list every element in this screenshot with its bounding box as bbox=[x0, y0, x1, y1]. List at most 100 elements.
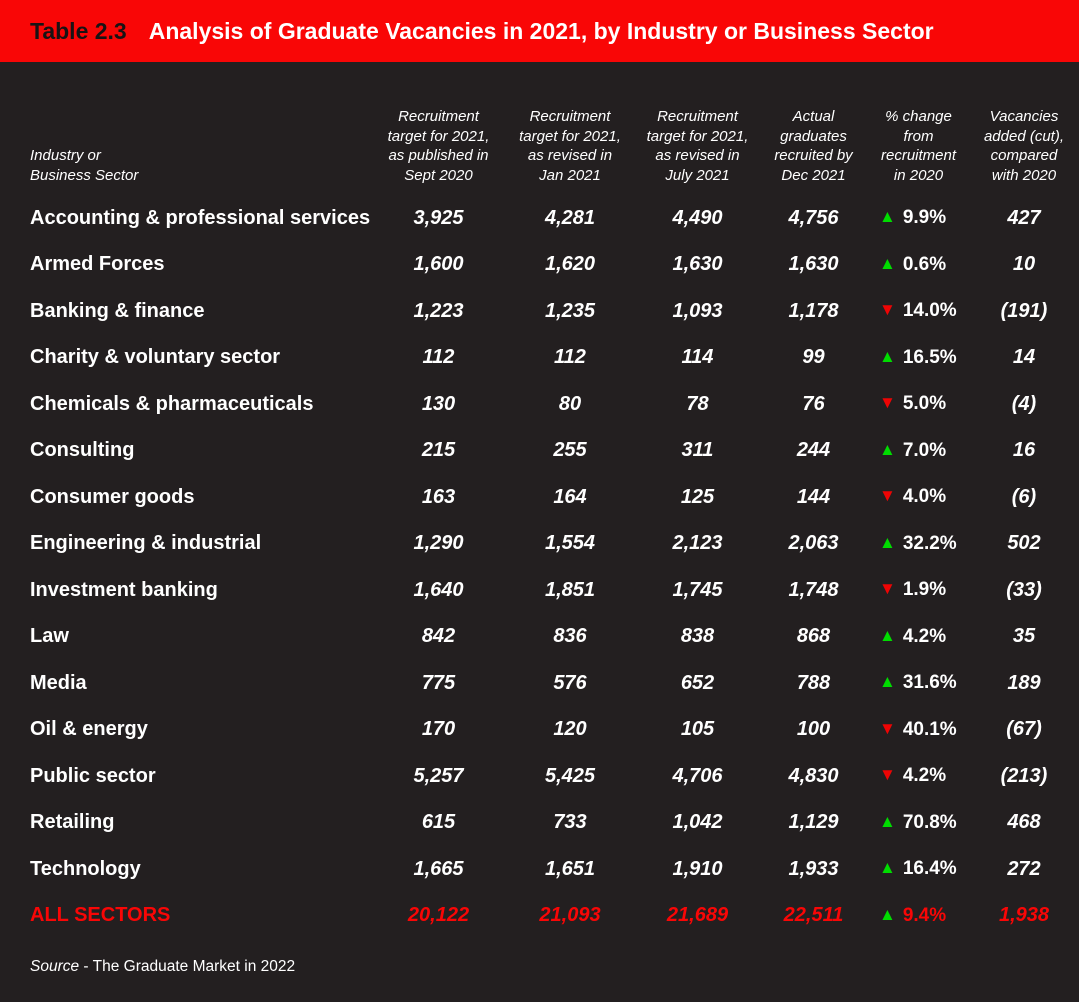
value-cell: 105 bbox=[680, 718, 715, 741]
value-cell: 20,122 bbox=[407, 904, 470, 927]
vacancies-cell: 10 bbox=[1012, 253, 1036, 276]
vacancies-cell: (213) bbox=[1000, 764, 1048, 787]
value-cell: 170 bbox=[421, 718, 456, 741]
value-cell: 775 bbox=[421, 671, 456, 694]
table-row: Technology 1,665 1,651 1,910 1,933 ▲ 16.4% 272 bbox=[0, 846, 1079, 893]
total-row: ALL SECTORS 20,122 21,093 21,689 22,511 ▲ 9.4%… bbox=[0, 893, 1079, 940]
value-cell: 4,281 bbox=[544, 206, 596, 229]
pct-change-value: 5.0% bbox=[902, 393, 947, 415]
down-arrow-icon: ▼ bbox=[879, 486, 896, 506]
pct-change-cell: ▲ 9.4% bbox=[868, 893, 969, 940]
sector-cell: Engineering & industrial bbox=[30, 532, 262, 555]
up-arrow-icon: ▲ bbox=[879, 811, 896, 831]
pct-change-cell: ▼ 4.0% bbox=[868, 474, 969, 521]
value-cell: 163 bbox=[421, 485, 456, 508]
vacancies-cell: 35 bbox=[1012, 625, 1036, 648]
vacancies-cell: 272 bbox=[1007, 857, 1041, 880]
vacancies-cell: (191) bbox=[1000, 299, 1048, 322]
sector-cell: Consumer goods bbox=[30, 485, 195, 508]
value-cell: 1,600 bbox=[413, 253, 464, 276]
sector-cell: Oil & energy bbox=[30, 718, 148, 741]
source-label: Source bbox=[30, 958, 80, 975]
value-cell: 1,665 bbox=[413, 857, 464, 880]
down-arrow-icon: ▼ bbox=[879, 393, 896, 413]
pct-change-value: 70.8% bbox=[902, 811, 957, 833]
up-arrow-icon: ▲ bbox=[879, 253, 896, 273]
value-cell: 1,748 bbox=[788, 578, 839, 601]
value-cell: 5,257 bbox=[413, 764, 464, 787]
pct-change-cell: ▲ 32.2% bbox=[868, 521, 969, 568]
value-cell: 4,830 bbox=[788, 764, 839, 787]
value-cell: 255 bbox=[553, 439, 587, 462]
pct-change-value: 7.0% bbox=[902, 439, 947, 461]
table-body: Accounting & professional services 3,925 4… bbox=[0, 195, 1079, 939]
value-cell: 838 bbox=[680, 625, 715, 648]
table-row: Investment banking 1,640 1,851 1,745 1,748 ▼ 1… bbox=[0, 567, 1079, 614]
table-row: Consulting 215 255 311 244 ▲ 7.0% 16 bbox=[0, 428, 1079, 475]
value-cell: 1,851 bbox=[544, 578, 596, 601]
value-cell: 100 bbox=[796, 718, 831, 741]
value-cell: 5,425 bbox=[544, 764, 596, 787]
value-cell: 114 bbox=[681, 346, 714, 369]
value-cell: 144 bbox=[796, 485, 831, 508]
vacancies-cell: 468 bbox=[1007, 811, 1041, 834]
vacancies-cell: 189 bbox=[1007, 671, 1041, 694]
sector-cell: Technology bbox=[30, 857, 141, 880]
down-arrow-icon: ▼ bbox=[879, 718, 896, 738]
sector-cell: Accounting & professional services bbox=[30, 206, 371, 229]
value-cell: 1,640 bbox=[413, 578, 464, 601]
table-title-bar: Table 2.3 Analysis of Graduate Vacancies… bbox=[0, 0, 1079, 62]
pct-change-value: 0.6% bbox=[902, 253, 947, 275]
pct-change-cell: ▲ 16.5% bbox=[868, 335, 969, 382]
vacancies-cell: (67) bbox=[1006, 718, 1042, 741]
value-cell: 788 bbox=[796, 671, 831, 694]
pct-change-value: 16.5% bbox=[902, 346, 957, 368]
down-arrow-icon: ▼ bbox=[879, 300, 896, 320]
value-cell: 1,042 bbox=[672, 811, 723, 834]
value-cell: 1,554 bbox=[544, 532, 596, 555]
table-row: Engineering & industrial 1,290 1,554 2,123 2… bbox=[0, 521, 1079, 568]
value-cell: 842 bbox=[421, 625, 456, 648]
value-cell: 652 bbox=[680, 671, 715, 694]
pct-change-value: 4.2% bbox=[902, 625, 947, 647]
up-arrow-icon: ▲ bbox=[879, 207, 896, 227]
value-cell: 3,925 bbox=[413, 206, 464, 229]
vacancies-cell: (33) bbox=[1006, 578, 1042, 601]
col-header-2: Recruitment target for 2021, as revised in… bbox=[519, 108, 621, 184]
table-header-row: Industry or Business Sector Recruitment tar… bbox=[0, 62, 1079, 195]
pct-change-cell: ▲ 7.0% bbox=[868, 428, 969, 475]
sector-cell: Armed Forces bbox=[30, 253, 165, 276]
col-header-1: Recruitment target for 2021, as published … bbox=[387, 108, 490, 184]
col-header-5: % change from recruitment in 2020 bbox=[880, 108, 957, 184]
col-header-6: Vacancies added (cut), compared with 2020 bbox=[983, 108, 1065, 184]
pct-change-value: 1.9% bbox=[902, 579, 947, 601]
sector-cell: Charity & voluntary sector bbox=[30, 346, 281, 369]
pct-change-value: 16.4% bbox=[902, 858, 957, 880]
up-arrow-icon: ▲ bbox=[879, 346, 896, 366]
value-cell: 1,651 bbox=[544, 857, 596, 880]
value-cell: 1,093 bbox=[672, 299, 723, 322]
sector-cell: Investment banking bbox=[30, 578, 218, 601]
value-cell: 130 bbox=[421, 392, 456, 415]
value-cell: 1,910 bbox=[672, 857, 723, 880]
value-cell: 99 bbox=[802, 346, 825, 369]
value-cell: 1,223 bbox=[413, 299, 464, 322]
up-arrow-icon: ▲ bbox=[879, 672, 896, 692]
graduate-vacancies-table: Industry or Business Sector Recruitment tar… bbox=[0, 62, 1079, 939]
value-cell: 1,620 bbox=[544, 253, 596, 276]
col-header-4: Actual graduates recruited by Dec 2021 bbox=[774, 108, 853, 184]
pct-change-value: 14.0% bbox=[902, 300, 957, 322]
value-cell: 733 bbox=[553, 811, 587, 834]
value-cell: 2,123 bbox=[672, 532, 723, 555]
value-cell: 120 bbox=[553, 718, 587, 741]
pct-change-value: 4.0% bbox=[902, 486, 947, 508]
vacancies-cell: 1,938 bbox=[998, 904, 1050, 927]
value-cell: 836 bbox=[553, 625, 587, 648]
table-row: Retailing 615 733 1,042 1,129 ▲ 70.8% 468 bbox=[0, 800, 1079, 847]
value-cell: 1,630 bbox=[788, 253, 839, 276]
table-row: Oil & energy 170 120 105 100 ▼ 40.1% (67) bbox=[0, 707, 1079, 754]
sector-cell: Retailing bbox=[30, 811, 115, 834]
value-cell: 2,063 bbox=[788, 532, 839, 555]
value-cell: 1,178 bbox=[788, 299, 839, 322]
table-row: Banking & finance 1,223 1,235 1,093 1,178 ▼ 14… bbox=[0, 288, 1079, 335]
